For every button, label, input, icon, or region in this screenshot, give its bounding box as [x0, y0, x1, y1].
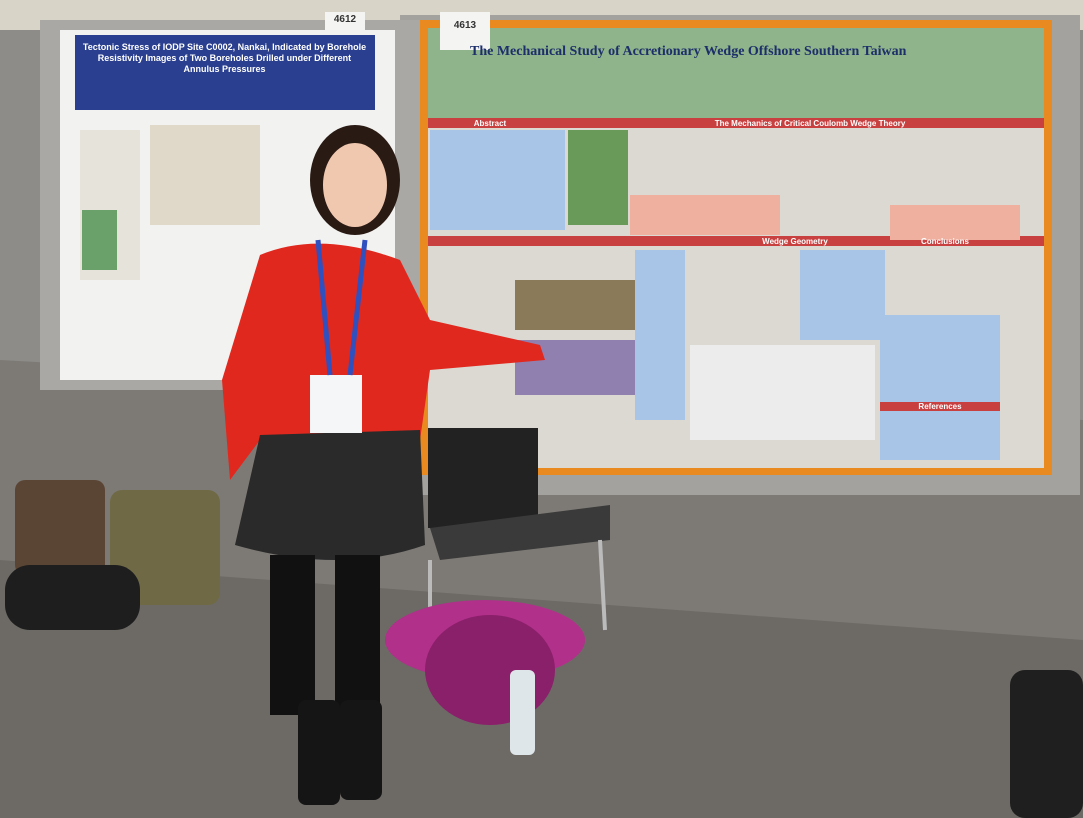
- red-sweater: [222, 243, 545, 480]
- references-block: [880, 410, 1000, 460]
- leg: [335, 555, 380, 715]
- section-heading: Abstract: [473, 119, 507, 128]
- section-heading: Conclusions: [920, 237, 969, 246]
- conclusion-block: [880, 315, 1000, 405]
- section-bar: [428, 236, 1044, 246]
- face: [323, 143, 387, 227]
- boot: [298, 700, 340, 805]
- lanyard: [315, 239, 333, 376]
- poster-title: The Mechanical Study of Accretionary Wed…: [470, 44, 907, 59]
- section-heading: The Mechanics of Critical Coulomb Wedge …: [714, 119, 906, 128]
- section-heading: References: [880, 402, 1000, 411]
- brown-bag: [15, 480, 105, 575]
- poster-title: Tectonic Stress of IODP Site C0002, Nank…: [82, 42, 367, 74]
- boot: [340, 700, 382, 800]
- skirt: [235, 430, 425, 560]
- equation-block: [890, 205, 1020, 240]
- section-bar: [428, 118, 1044, 128]
- chair-back: [428, 428, 538, 528]
- chair-leg: [598, 539, 607, 631]
- seismic-figure: [515, 280, 635, 330]
- black-bag: [1010, 670, 1083, 818]
- text-block: [800, 250, 885, 340]
- left-poster-figure: [150, 125, 260, 225]
- left-poster-map: [82, 210, 117, 270]
- purple-backpack: [425, 615, 555, 725]
- left-poster-header: [75, 35, 375, 110]
- leg: [270, 555, 315, 715]
- poster-tube: [5, 565, 140, 630]
- equation-block: [630, 195, 780, 235]
- text-block: [635, 250, 685, 420]
- chair-seat: [430, 505, 610, 560]
- water-bottle: [510, 670, 535, 755]
- right-poster-header: [428, 28, 1044, 118]
- booth-number: 4612: [333, 14, 357, 25]
- section-heading: Wedge Geometry: [762, 237, 828, 246]
- booth-number: 4613: [453, 20, 477, 31]
- profile-figure: [690, 345, 875, 440]
- abstract-block: [430, 130, 565, 230]
- booth-card: [325, 12, 365, 30]
- lanyard: [347, 239, 368, 376]
- badge: [310, 375, 362, 433]
- booth-card: [440, 12, 490, 50]
- green-bag: [110, 490, 220, 605]
- map-figure: [568, 130, 628, 225]
